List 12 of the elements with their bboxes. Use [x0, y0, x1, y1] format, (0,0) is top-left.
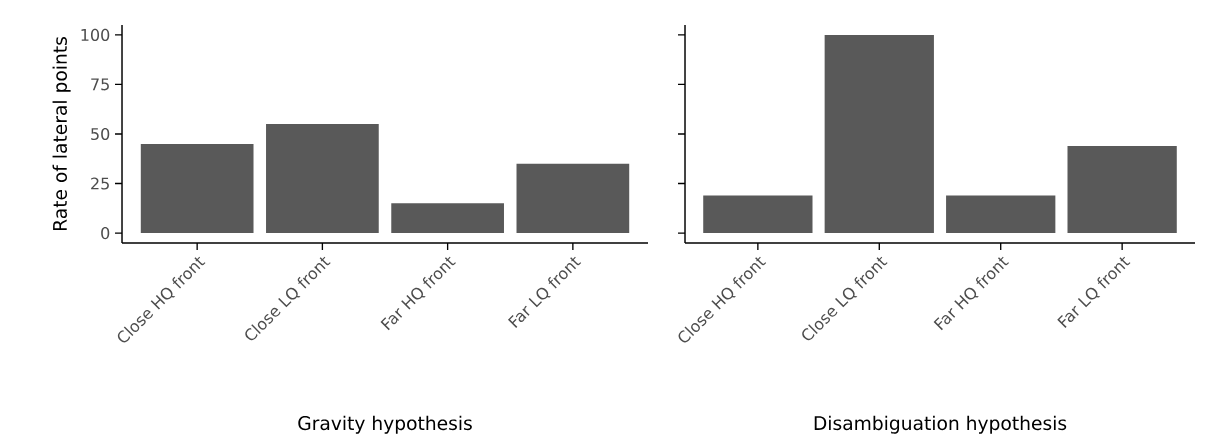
y-tick-label: 100	[81, 28, 110, 41]
y-tick-label: 50	[91, 127, 110, 141]
bar	[266, 124, 379, 234]
x-axis-title: Disambiguation hypothesis	[814, 415, 1067, 434]
y-axis-title: Rate of lateral points	[52, 37, 71, 230]
bar	[516, 163, 630, 234]
bar	[140, 143, 254, 234]
x-axis-title: Gravity hypothesis	[298, 415, 472, 434]
y-tick-label: 25	[91, 177, 109, 190]
y-tick-label: 0	[101, 227, 110, 240]
bar	[391, 203, 504, 234]
y-tick-label: 75	[91, 78, 109, 91]
